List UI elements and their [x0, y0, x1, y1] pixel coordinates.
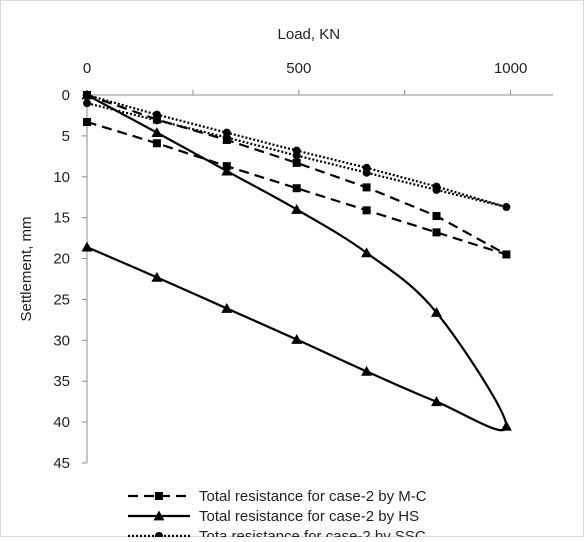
data-point-triangle — [151, 271, 163, 282]
data-point-triangle — [500, 420, 512, 431]
series-circle — [83, 91, 511, 212]
data-point-circle — [292, 151, 301, 160]
data-point-triangle — [431, 307, 442, 317]
data-point-circle — [83, 99, 91, 108]
y-tick-label: 45 — [53, 455, 70, 472]
data-point-square — [432, 228, 441, 237]
data-point-square — [292, 158, 301, 167]
data-point-triangle — [151, 127, 163, 138]
series-layer — [81, 89, 512, 432]
y-axis-title: Settlement, mm — [18, 216, 35, 321]
data-point-square — [83, 117, 91, 126]
data-point-triangle — [291, 203, 303, 214]
y-tick-label: 5 — [62, 128, 70, 145]
data-point-circle — [152, 110, 161, 119]
x-tick-label: 1000 — [494, 60, 527, 77]
y-tick-label: 15 — [53, 210, 70, 227]
data-point-square — [432, 212, 441, 221]
x-tick-label: 500 — [286, 60, 311, 77]
data-point-triangle — [81, 241, 93, 252]
legend-label: Total resistance for case-2 by HS — [199, 508, 419, 525]
legend-item-triangle: Total resistance for case-2 by HS — [128, 508, 419, 525]
y-tick-label: 35 — [53, 373, 70, 390]
data-point-circle — [432, 185, 441, 194]
x-axis-title: Load, KN — [278, 26, 341, 43]
data-point-circle — [152, 116, 161, 125]
x-tick-label: 0 — [83, 60, 91, 77]
data-point-circle — [83, 91, 91, 99]
data-point-circle — [362, 168, 371, 177]
data-point-triangle — [153, 510, 165, 521]
data-point-triangle — [221, 302, 233, 313]
data-point-triangle — [221, 165, 233, 176]
data-point-square — [362, 206, 371, 215]
y-tick-label: 40 — [53, 414, 70, 431]
y-tick-label: 30 — [53, 332, 70, 349]
y-tick-label: 25 — [53, 291, 70, 308]
data-point-triangle — [291, 334, 303, 344]
legend-label: Total resistance for case-2 by M-C — [199, 488, 427, 505]
y-tick-label: 20 — [53, 251, 70, 268]
y-tick-label: 10 — [53, 169, 70, 186]
y-tick-label: 0 — [62, 87, 70, 104]
legend-item-square: Total resistance for case-2 by M-C — [128, 488, 427, 505]
legend-label: Tota resistance for case-2 by SSC — [199, 528, 426, 537]
data-point-square — [362, 183, 371, 192]
data-point-circle — [222, 133, 231, 142]
data-point-triangle — [361, 365, 373, 376]
data-point-square — [502, 250, 511, 259]
axes-layer: 0 500 1000 0 5 10 15 20 25 30 35 40 45 Load, KN Settle… — [18, 26, 553, 472]
data-point-triangle — [431, 396, 442, 407]
data-point-square — [152, 139, 161, 148]
data-point-triangle — [361, 247, 373, 258]
data-point-square — [292, 184, 301, 193]
data-point-circle — [502, 203, 511, 212]
data-point-square — [155, 492, 163, 500]
